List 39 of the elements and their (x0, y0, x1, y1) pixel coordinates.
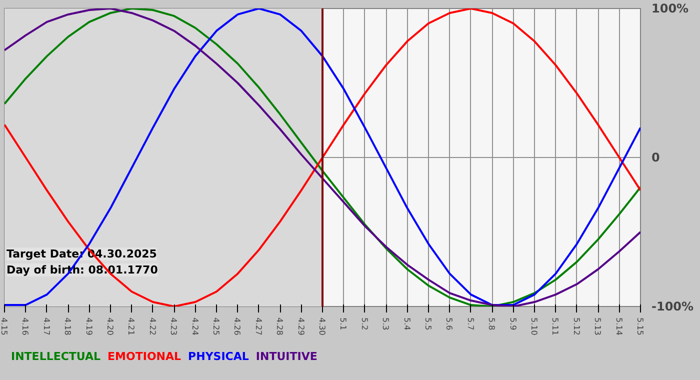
x-tick-label: 4.18 (63, 318, 72, 336)
x-tick-label: 4.25 (212, 318, 220, 336)
x-tick-label: 5.7 (466, 318, 475, 330)
x-tick-label: 4.17 (42, 318, 51, 336)
x-tick-label: 5.6 (444, 318, 454, 330)
text: PHYSICAL (188, 350, 249, 363)
text: INTELLECTUAL (11, 350, 101, 363)
x-tick-label: 4.22 (148, 318, 157, 336)
x-tick-label: 4.15 (0, 318, 8, 336)
x-tick-label: 5.12 (572, 318, 581, 336)
x-tick-label: 4.19 (84, 318, 94, 336)
x-tick-label: 5.9 (508, 318, 518, 330)
x-tick-label: 4.27 (254, 318, 263, 336)
x-tick-label: 5.10 (530, 318, 538, 336)
x-tick-label: 5.13 (593, 318, 602, 336)
x-tick-label: 4.20 (106, 318, 114, 336)
x-tick-label: 4.30 (318, 318, 326, 336)
x-tick-label: 4.16 (20, 318, 30, 336)
line-series (4, 8, 640, 306)
x-tick-label: 4.24 (190, 318, 200, 336)
x-tick-label: 5.1 (338, 318, 348, 330)
y-tick-label: -100% (652, 300, 694, 314)
x-tick-label: 5.8 (487, 318, 496, 330)
text: EMOTIONAL (108, 350, 182, 363)
x-tick-label: 4.29 (296, 318, 306, 336)
x-tick-label: 5.15 (636, 318, 644, 336)
x-tick-label: 5.3 (381, 318, 390, 330)
x-tick-label: 5.2 (360, 318, 369, 330)
y-tick-label: 100% (652, 2, 689, 16)
x-tick-label: 5.5 (424, 318, 432, 330)
x-tick-label: 4.23 (169, 318, 178, 336)
x-tick-label: 5.14 (614, 318, 624, 336)
x-tick-label: 4.21 (126, 318, 136, 336)
y-tick-label: 0 (652, 150, 660, 164)
x-tick-label: 5.4 (402, 318, 412, 330)
x-tick-label: 4.28 (275, 318, 284, 336)
x-tick-label: 4.26 (232, 318, 242, 336)
x-tick-label: 5.11 (550, 318, 560, 336)
text: INTUITIVE (256, 350, 318, 363)
